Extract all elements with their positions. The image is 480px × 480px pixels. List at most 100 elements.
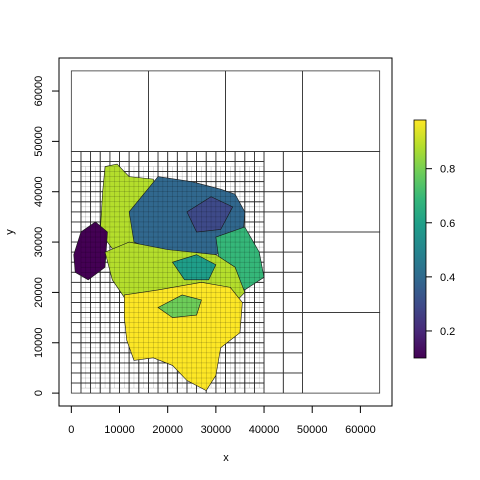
quadtree-cell — [109, 151, 120, 162]
quadtree-cell — [263, 251, 284, 273]
quadtree-cell — [263, 372, 284, 394]
y-tick-label: 50000 — [33, 126, 45, 157]
colorbar-ticks: 0.2 0.4 0.6 0.8 — [426, 164, 455, 338]
colorbar-tick-label: 0.6 — [440, 218, 455, 230]
quadtree-cell — [282, 171, 303, 193]
colorbar-tick-label: 0.2 — [440, 326, 455, 338]
quadtree-cell — [70, 342, 82, 354]
quadtree-cell — [234, 151, 246, 162]
colorbar-gradient — [413, 119, 427, 359]
y-tick-label: 0 — [33, 390, 45, 396]
quadtree-cell — [282, 372, 303, 394]
quadtree-cell — [186, 151, 197, 162]
region-southern-lobe — [124, 282, 243, 391]
quadtree-cell — [282, 211, 303, 233]
quadtree-cell — [244, 151, 255, 162]
quadtree-cell — [302, 70, 381, 152]
quadtree-cell — [70, 332, 82, 344]
quadtree-cell — [70, 372, 82, 384]
colorbar: 0.2 0.4 0.6 0.8 — [413, 119, 455, 359]
quadtree-cell — [263, 312, 284, 334]
quadtree-cell — [263, 292, 284, 313]
quadtree-cell — [70, 352, 82, 364]
x-tick-label: 30000 — [201, 424, 232, 436]
quadtree-cell — [282, 231, 303, 253]
quadtree-cell — [282, 271, 303, 293]
quadtree-cell — [302, 231, 381, 313]
quadtree-cell — [282, 151, 303, 172]
quadtree-cell — [70, 382, 82, 394]
quadtree-cell — [70, 211, 82, 223]
region-north-dark — [186, 196, 234, 233]
quadtree-cell — [70, 292, 82, 303]
fine-cell-grid — [80, 166, 265, 389]
quadtree-cell — [70, 151, 82, 162]
quadtree-cell — [70, 322, 82, 334]
x-tick-label: 20000 — [152, 424, 183, 436]
quadtree-cell — [282, 251, 303, 273]
x-tick-label: 0 — [68, 424, 74, 436]
colorbar-tick-label: 0.4 — [440, 272, 455, 284]
quadtree-cell — [225, 151, 236, 162]
quadtree-cell — [70, 281, 82, 293]
colorbar-tick-label: 0.8 — [440, 164, 455, 176]
quadtree-cell — [263, 211, 284, 233]
y-axis-label: y — [4, 229, 16, 235]
quadtree-cell — [282, 352, 303, 374]
quadtree-cell — [119, 151, 130, 162]
quadtree-cell — [263, 171, 284, 193]
quadtree-cell — [70, 70, 149, 152]
quadtree-cell — [215, 151, 226, 162]
quadtree-cell — [263, 151, 284, 172]
quadtree-cell — [302, 312, 381, 394]
quadtree-cell — [263, 271, 284, 293]
quadtree-cell — [99, 151, 111, 162]
quadtree-cell — [263, 332, 284, 354]
quadtree-cell — [148, 151, 159, 162]
quadtree-cell — [302, 151, 381, 233]
data-regions — [73, 163, 265, 391]
quadtree-cell — [225, 70, 303, 152]
x-tick-label: 10000 — [104, 424, 135, 436]
quadtree-cell — [70, 302, 82, 313]
region-south-patch-green — [157, 294, 202, 318]
y-tick-label: 40000 — [33, 176, 45, 207]
quadtree-cell — [205, 151, 217, 162]
x-tick-label: 40000 — [249, 424, 280, 436]
quadtree-cell — [282, 332, 303, 354]
quadtree-cell — [138, 151, 149, 162]
quadtree-cell — [157, 151, 169, 162]
quadtree-cell — [70, 362, 82, 374]
quadtree-cell — [90, 151, 101, 162]
quadtree-cell — [176, 151, 188, 162]
y-tick-label: 10000 — [33, 327, 45, 358]
y-tick-label: 60000 — [33, 76, 45, 107]
quadtree-cell — [282, 292, 303, 313]
quadtree-cell — [148, 70, 226, 152]
quadtree-cell — [254, 151, 265, 162]
y-tick-label: 30000 — [33, 227, 45, 258]
quadtree-cell — [70, 221, 82, 233]
quadtree-cell — [167, 151, 178, 162]
quadtree-cell — [128, 151, 140, 162]
quadtree-cell — [70, 161, 82, 172]
x-axis: 0 10000 20000 30000 40000 50000 60000 — [68, 405, 376, 436]
quadtree-cell — [70, 201, 82, 213]
region-mid-teal — [172, 254, 217, 281]
y-axis: 0 10000 20000 30000 40000 50000 60000 — [33, 76, 60, 396]
y-tick-label: 20000 — [33, 277, 45, 308]
quadtree-cell — [263, 352, 284, 374]
x-tick-label: 50000 — [297, 424, 328, 436]
quadtree-cell — [282, 312, 303, 334]
quadtree-cell — [196, 151, 207, 162]
quadtree-cell — [263, 231, 284, 253]
quadtree-cell — [70, 171, 82, 183]
quadtree-cell — [80, 151, 92, 162]
x-tick-label: 60000 — [345, 424, 376, 436]
quadtree-cell — [70, 312, 82, 324]
quadtree-cell — [282, 191, 303, 213]
quadtree-cell — [70, 181, 82, 193]
quadtree-cell — [263, 191, 284, 213]
x-axis-label: x — [223, 452, 229, 464]
